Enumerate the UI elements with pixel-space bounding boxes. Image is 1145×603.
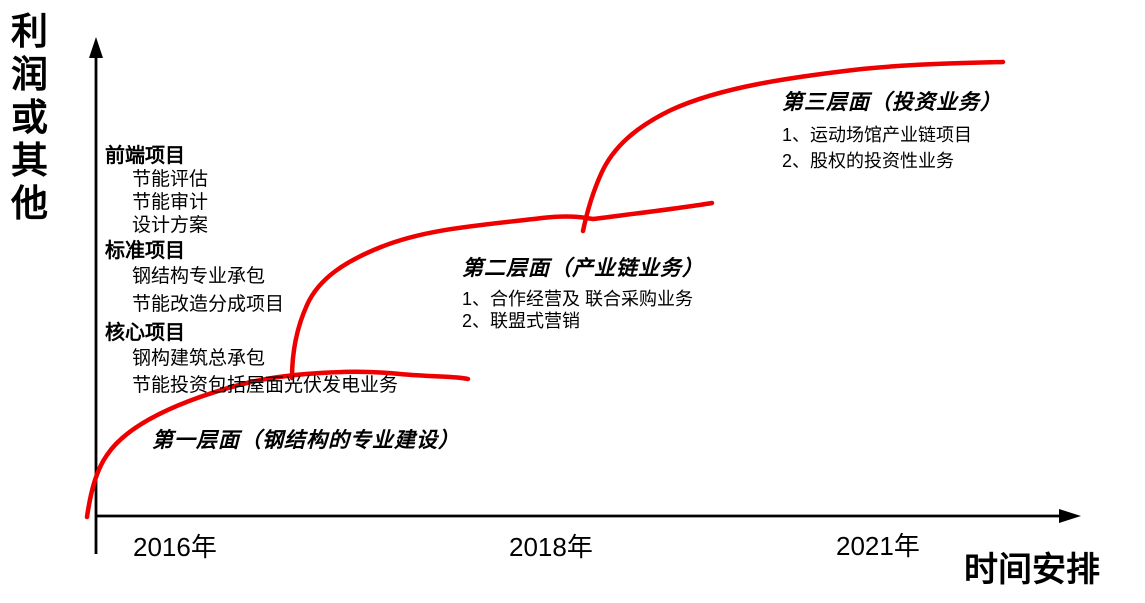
phase-2-title: 第二层面（产业链业务） xyxy=(462,255,704,280)
project-group-heading: 标准项目 xyxy=(105,240,185,262)
phase-3-title: 第三层面（投资业务） xyxy=(782,89,1002,114)
phase-3-items: 1、运动场馆产业链项目 2、股权的投资性业务 xyxy=(782,122,1002,174)
project-group-standard: 标准项目 钢结构专业承包 节能改造分成项目 xyxy=(105,240,398,319)
curve-phase-1 xyxy=(84,369,471,520)
phase-3-block: 第三层面（投资业务） 1、运动场馆产业链项目 2、股权的投资性业务 xyxy=(782,86,1002,174)
project-item: 节能改造分成项目 xyxy=(132,294,285,315)
y-axis-title: 利润或其他 xyxy=(11,11,48,224)
phase-2-items: 1、合作经营及 联合采购业务 2、联盟式营销 xyxy=(462,288,704,332)
project-item: 节能投资包括屋面光伏发电业务 xyxy=(132,375,399,396)
project-item: 钢结构专业承包 xyxy=(132,266,266,287)
curve-phase-3 xyxy=(580,59,1006,234)
y-axis-arrow-icon xyxy=(89,37,103,58)
x-axis-arrow-icon xyxy=(1059,509,1081,523)
phase-item: 2、股权的投资性业务 xyxy=(782,151,955,171)
phase-item: 1、运动场馆产业链项目 xyxy=(782,125,973,145)
year-tick-2016: 2016年 xyxy=(133,532,217,562)
phase-item: 2、联盟式营销 xyxy=(462,311,581,331)
project-item: 节能审计 xyxy=(132,192,209,213)
project-group-heading: 核心项目 xyxy=(105,322,185,344)
phase-2-block: 第二层面（产业链业务） 1、合作经营及 联合采购业务 2、联盟式营销 xyxy=(462,252,704,332)
project-group-core: 核心项目 钢构建筑总承包 节能投资包括屋面光伏发电业务 xyxy=(105,322,398,399)
project-item: 设计方案 xyxy=(132,215,209,236)
project-item: 钢构建筑总承包 xyxy=(132,348,266,369)
x-axis-title: 时间安排 xyxy=(964,551,1100,589)
project-group-frontend: 前端项目 节能评估 节能审计 设计方案 xyxy=(105,145,398,237)
year-tick-2018: 2018年 xyxy=(509,532,593,562)
phase-item: 1、合作经营及 联合采购业务 xyxy=(462,289,694,309)
project-list: 前端项目 节能评估 节能审计 设计方案 标准项目 钢结构专业承包 节能改造分成项… xyxy=(105,145,398,399)
phase-1-title: 第一层面（钢结构的专业建设） xyxy=(152,427,460,452)
year-tick-2021: 2021年 xyxy=(836,531,920,561)
project-item: 节能评估 xyxy=(132,169,209,190)
project-group-heading: 前端项目 xyxy=(105,145,185,167)
curve-phase-2 xyxy=(289,200,715,381)
